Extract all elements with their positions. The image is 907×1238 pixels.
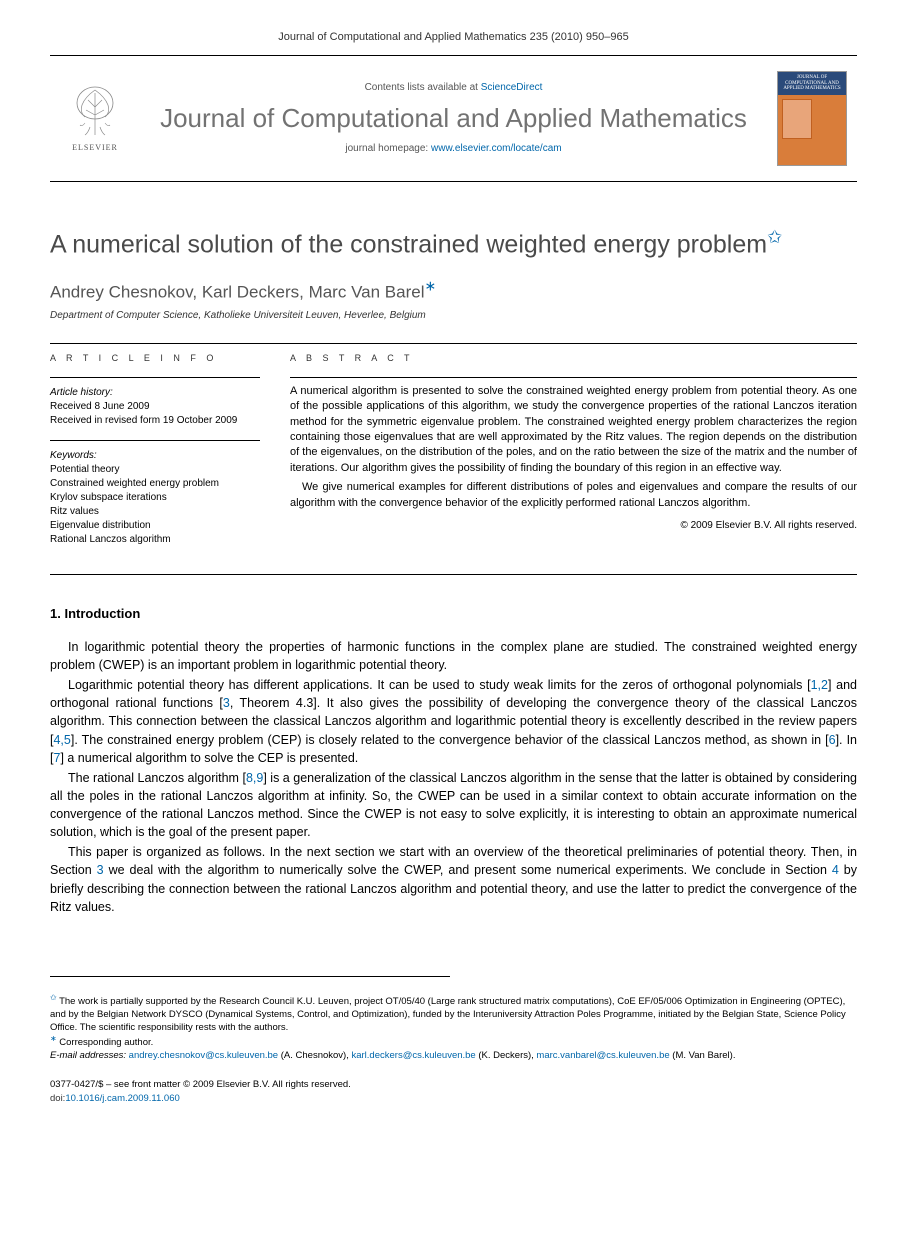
article-info-column: A R T I C L E I N F O Article history: R… (50, 352, 260, 559)
elsevier-tree-icon (70, 85, 120, 140)
keyword: Krylov subspace iterations (50, 491, 260, 505)
citation-link[interactable]: 8,9 (246, 771, 263, 785)
received-date: Received 8 June 2009 (50, 400, 260, 414)
corr-text: Corresponding author. (59, 1038, 153, 1049)
doi-line: doi:10.1016/j.cam.2009.11.060 (50, 1092, 857, 1105)
corresponding-author-marker[interactable]: ∗ (424, 282, 436, 301)
masthead-center: Contents lists available at ScienceDirec… (130, 81, 777, 156)
email-link[interactable]: marc.vanbarel@cs.kuleuven.be (536, 1050, 669, 1061)
abstract-body: A numerical algorithm is presented to so… (290, 377, 857, 533)
funding-marker: ✩ (50, 993, 57, 1002)
keyword: Ritz values (50, 505, 260, 519)
body-para: In logarithmic potential theory the prop… (50, 638, 857, 674)
keywords-block: Keywords: Potential theory Constrained w… (50, 440, 260, 547)
email-label: E-mail addresses: (50, 1050, 126, 1061)
homepage-line: journal homepage: www.elsevier.com/locat… (140, 142, 767, 156)
keyword: Constrained weighted energy problem (50, 477, 260, 491)
email-link[interactable]: karl.deckers@cs.kuleuven.be (351, 1050, 475, 1061)
body-text: In logarithmic potential theory the prop… (50, 638, 857, 916)
citation-link[interactable]: 6 (829, 733, 836, 747)
footnotes: ✩ The work is partially supported by the… (50, 993, 857, 1063)
email-footnote: E-mail addresses: andrey.chesnokov@cs.ku… (50, 1050, 857, 1063)
contents-available-line: Contents lists available at ScienceDirec… (140, 81, 767, 95)
revised-date: Received in revised form 19 October 2009 (50, 414, 260, 428)
body-para: The rational Lanczos algorithm [8,9] is … (50, 769, 857, 842)
funding-text: The work is partially supported by the R… (50, 996, 846, 1033)
funding-footnote: ✩ The work is partially supported by the… (50, 993, 857, 1035)
keyword: Rational Lanczos algorithm (50, 533, 260, 547)
contents-prefix: Contents lists available at (365, 82, 481, 93)
section-link[interactable]: 4 (832, 863, 839, 877)
article-info-heading: A R T I C L E I N F O (50, 352, 260, 365)
homepage-prefix: journal homepage: (345, 143, 431, 154)
body-para: This paper is organized as follows. In t… (50, 843, 857, 916)
citation-text: Journal of Computational and Applied Mat… (278, 31, 628, 43)
section-heading: 1. Introduction (50, 605, 857, 623)
page-footer: 0377-0427/$ – see front matter © 2009 El… (50, 1078, 857, 1105)
journal-cover-thumbnail: JOURNAL OF COMPUTATIONAL AND APPLIED MAT… (777, 71, 847, 166)
article-title: A numerical solution of the constrained … (50, 222, 857, 262)
email-link[interactable]: andrey.chesnokov@cs.kuleuven.be (129, 1050, 278, 1061)
doi-link[interactable]: 10.1016/j.cam.2009.11.060 (65, 1093, 179, 1104)
divider (50, 574, 857, 575)
affiliation: Department of Computer Science, Katholie… (50, 309, 857, 323)
abstract-copyright: © 2009 Elsevier B.V. All rights reserved… (290, 519, 857, 533)
section-link[interactable]: 3 (97, 863, 104, 877)
info-abstract-row: A R T I C L E I N F O Article history: R… (50, 344, 857, 574)
journal-masthead: ELSEVIER Contents lists available at Sci… (50, 55, 857, 182)
footnote-rule (50, 976, 450, 983)
doi-label: doi: (50, 1093, 65, 1104)
citation-link[interactable]: 1,2 (811, 678, 828, 692)
keyword: Eigenvalue distribution (50, 519, 260, 533)
page-citation-header: Journal of Computational and Applied Mat… (0, 0, 907, 55)
abstract-column: A B S T R A C T A numerical algorithm is… (290, 352, 857, 559)
abstract-para: A numerical algorithm is presented to so… (290, 384, 857, 476)
homepage-link[interactable]: www.elsevier.com/locate/cam (431, 143, 562, 154)
abstract-heading: A B S T R A C T (290, 352, 857, 365)
sciencedirect-link[interactable]: ScienceDirect (481, 82, 543, 93)
citation-link[interactable]: 4,5 (53, 733, 70, 747)
abstract-para: We give numerical examples for different… (290, 480, 857, 511)
article-title-text: A numerical solution of the constrained … (50, 231, 767, 259)
journal-title: Journal of Computational and Applied Mat… (140, 103, 767, 134)
citation-link[interactable]: 3 (223, 696, 230, 710)
elsevier-logo: ELSEVIER (60, 79, 130, 159)
cover-graphic (782, 99, 812, 139)
author-list: Andrey Chesnokov, Karl Deckers, Marc Van… (50, 278, 857, 304)
keyword: Potential theory (50, 463, 260, 477)
title-footnote-marker[interactable]: ✩ (767, 227, 782, 247)
keywords-label: Keywords: (50, 449, 260, 463)
history-label: Article history: (50, 386, 260, 400)
corresponding-footnote: ∗ Corresponding author. (50, 1034, 857, 1050)
corr-marker: ∗ (50, 1034, 57, 1043)
authors-text: Andrey Chesnokov, Karl Deckers, Marc Van… (50, 282, 424, 301)
issn-copyright-line: 0377-0427/$ – see front matter © 2009 El… (50, 1078, 857, 1091)
body-para: Logarithmic potential theory has differe… (50, 676, 857, 767)
elsevier-label: ELSEVIER (72, 142, 118, 153)
article-history-block: Article history: Received 8 June 2009 Re… (50, 377, 260, 428)
cover-title: JOURNAL OF COMPUTATIONAL AND APPLIED MAT… (778, 72, 846, 95)
